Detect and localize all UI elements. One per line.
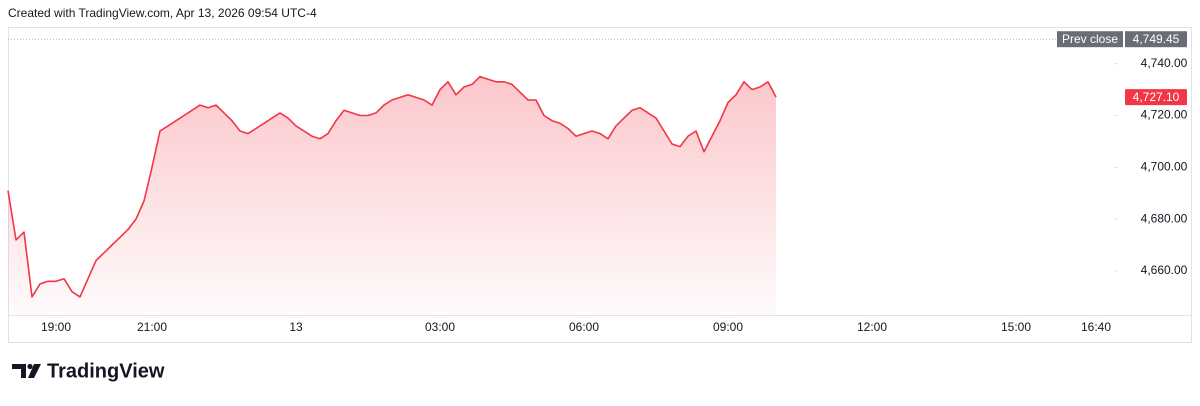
- y-tick-label: 4,680.00: [1141, 211, 1188, 225]
- price-line: [7, 75, 777, 298]
- x-tick-label: 15:00: [1001, 320, 1031, 334]
- prev-close-label: 4,749.45: [1133, 32, 1180, 46]
- x-tick-label: 06:00: [569, 320, 599, 334]
- last-price-label: 4,727.10: [1133, 90, 1180, 104]
- x-tick-label: 19:00: [41, 320, 71, 334]
- x-tick-label: 12:00: [857, 320, 887, 334]
- prev-close-title: Prev close: [1062, 32, 1118, 46]
- brand-name: TradingView: [47, 360, 165, 382]
- x-tick-label: 21:00: [137, 320, 167, 334]
- chart-title: Created with TradingView.com, Apr 13, 20…: [8, 6, 317, 20]
- y-tick-label: 4,660.00: [1141, 263, 1188, 277]
- x-tick-label: 09:00: [713, 320, 743, 334]
- x-tick-label: 13: [289, 320, 303, 334]
- chart-frame: [8, 27, 1192, 343]
- area-fill: [8, 76, 776, 315]
- prev-close-label-bg: [1125, 31, 1187, 48]
- y-tick-label: 4,720.00: [1141, 108, 1188, 122]
- brand-logo: [12, 363, 41, 378]
- y-tick-label: 4,700.00: [1141, 159, 1188, 173]
- y-tick-label: 4,740.00: [1141, 56, 1188, 70]
- x-tick-label: 16:40: [1081, 320, 1111, 334]
- x-tick-label: 03:00: [425, 320, 455, 334]
- last-price-bg: [1125, 89, 1187, 106]
- prev-close-title-bg: [1057, 31, 1123, 48]
